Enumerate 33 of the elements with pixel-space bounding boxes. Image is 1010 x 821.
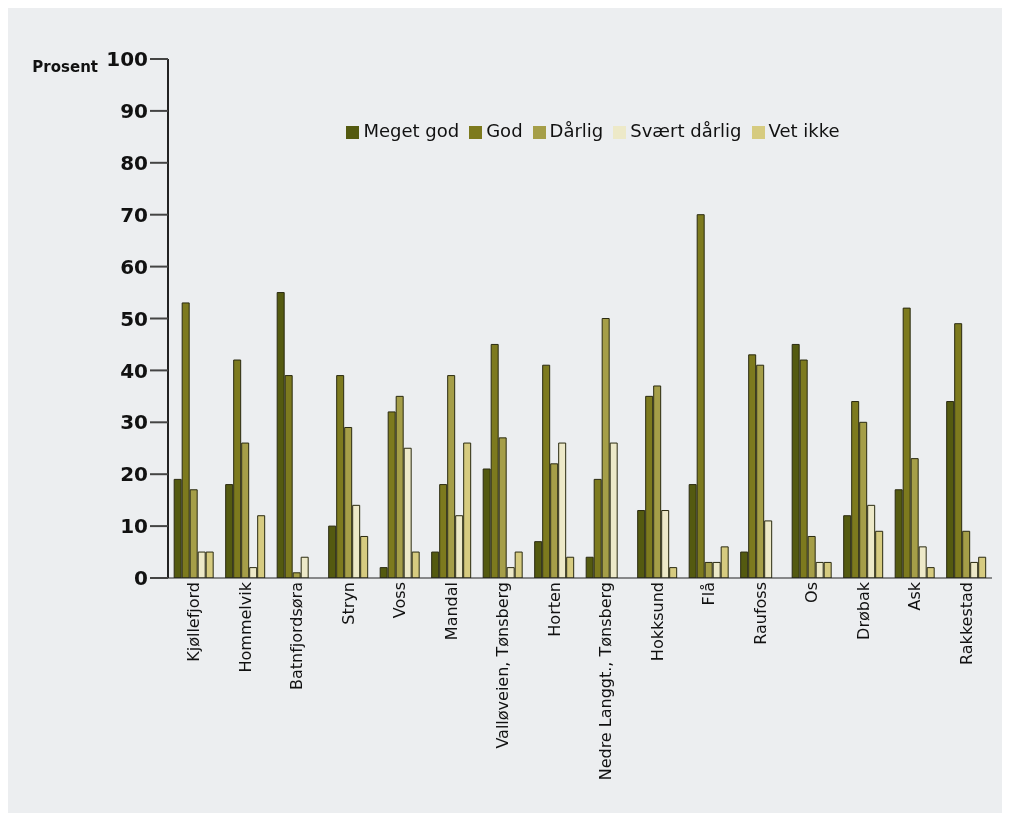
y-tick-label: 0 (134, 566, 148, 591)
x-tick-label: Flå (699, 582, 719, 606)
x-tick-label: Hommelvik (235, 581, 255, 673)
x-tick-label: Ask (905, 581, 925, 611)
y-tick-label: 60 (120, 254, 148, 279)
legend-label: Dårlig (549, 120, 604, 141)
x-tick-label: Nedre Langgt., Tønsberg (596, 582, 616, 781)
legend-label: God (486, 120, 523, 141)
y-axis-title: Prosent (32, 57, 98, 76)
x-tick-label: Mandal (441, 582, 461, 641)
x-tick-label: Voss (390, 582, 410, 619)
y-tick-label: 70 (120, 202, 148, 227)
y-tick-label: 50 (120, 306, 148, 331)
x-tick-label: Kjøllefjord (184, 582, 204, 662)
y-tick-label: 10 (120, 514, 148, 539)
y-tick-label: 100 (106, 47, 148, 72)
legend-label: Vet ikke (768, 120, 840, 141)
y-tick-label: 80 (120, 150, 148, 175)
x-tick-label: Os (802, 582, 822, 603)
y-tick-label: 20 (120, 462, 148, 487)
legend-label: Meget god (363, 120, 460, 141)
x-tick-label: Rakkestad (956, 582, 976, 665)
legend-label: Svært dårlig (630, 120, 742, 141)
x-tick-label: Valløveien, Tønsberg (493, 582, 513, 749)
x-tick-label: Hokksund (647, 582, 667, 662)
x-tick-label: Batnfjordsøra (287, 582, 307, 691)
x-tick-label: Drøbak (853, 581, 873, 640)
y-tick-label: 90 (120, 99, 148, 123)
y-tick-label: 30 (120, 410, 148, 435)
x-tick-label: Raufoss (750, 582, 770, 645)
x-tick-label: Horten (544, 582, 564, 637)
y-tick-label: 40 (120, 358, 148, 383)
x-tick-label: Stryn (338, 582, 358, 625)
